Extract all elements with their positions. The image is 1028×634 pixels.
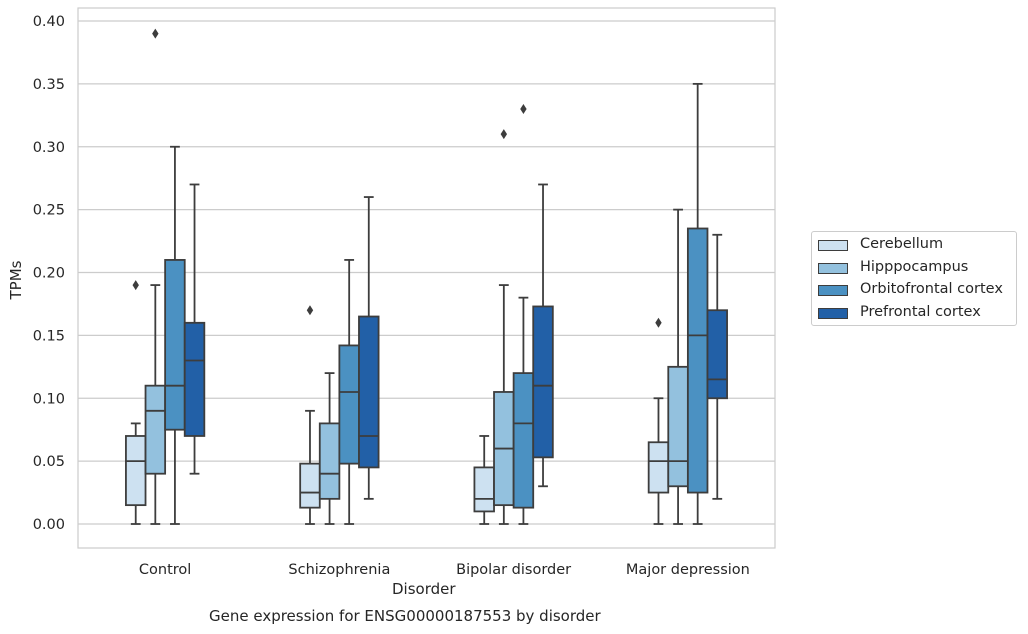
- box-group: [473, 435, 495, 525]
- legend-item-orbitofrontal-cortex: Orbitofrontal cortex: [812, 281, 1016, 304]
- box-group: [493, 129, 515, 525]
- y-tick-label: 0.00: [33, 517, 65, 533]
- legend-label: Hipppocampus: [860, 258, 969, 275]
- box-group: [686, 82, 709, 525]
- legend-swatch: [818, 307, 848, 319]
- outlier-point: [520, 104, 527, 115]
- y-tick-label: 0.15: [33, 328, 65, 344]
- x-axis-label: Disorder: [392, 580, 456, 598]
- legend-swatch: [818, 262, 848, 274]
- box-iqr: [338, 344, 360, 465]
- box-group: [125, 280, 147, 525]
- plot-area-frame: [77, 7, 776, 549]
- box-group: [358, 196, 380, 500]
- legend-label: Cerebellum: [860, 236, 944, 252]
- legend-item-prefrontal-cortex: Prefrontal cortex: [812, 304, 1016, 327]
- box-iqr: [512, 372, 535, 509]
- y-axis-ticks: 0.00 0.05 0.10 0.15 0.20 0.25 0.30 0.35 0.40: [33, 14, 65, 533]
- outlier-point: [500, 129, 508, 140]
- y-tick-label: 0.40: [33, 14, 65, 30]
- box-iqr: [144, 384, 167, 475]
- x-tick-label: Bipolar disorder: [456, 562, 571, 578]
- y-tick-label: 0.10: [33, 391, 65, 407]
- x-axis-ticks: Control Schizophrenia Bipolar disorder Majo…: [139, 562, 750, 578]
- box-group: [338, 259, 360, 525]
- outlier-point: [306, 305, 314, 316]
- box-group: [183, 183, 206, 475]
- box-group: [164, 145, 186, 525]
- box-iqr: [164, 259, 186, 431]
- y-tick-label: 0.35: [33, 77, 65, 93]
- outlier-point: [655, 317, 662, 328]
- box-iqr: [358, 315, 380, 469]
- box-iqr: [686, 227, 709, 494]
- x-tick-label: Major depression: [626, 562, 750, 578]
- box-iqr: [473, 466, 495, 513]
- outlier-point: [132, 280, 139, 291]
- box-iqr: [667, 365, 689, 488]
- legend-label: Orbitofrontal cortex: [860, 281, 1003, 298]
- box-group: [512, 104, 535, 525]
- box-group: [667, 208, 689, 525]
- boxes: [125, 28, 728, 525]
- box-iqr: [299, 462, 321, 509]
- box-iqr: [706, 309, 728, 400]
- box-group: [647, 317, 670, 525]
- x-tick-label: Control: [139, 562, 191, 578]
- box-group: [144, 28, 167, 525]
- x-tick-label: Schizophrenia: [288, 562, 390, 578]
- box-group: [318, 372, 341, 525]
- y-axis-label: TPMs: [7, 260, 25, 300]
- legend: Cerebellum Hipppocampus Orbitofrontal co…: [811, 231, 1017, 326]
- box-iqr: [647, 441, 670, 494]
- y-tick-label: 0.25: [33, 203, 65, 219]
- box-iqr: [532, 305, 554, 459]
- legend-item-cerebellum: Cerebellum: [812, 236, 1016, 259]
- legend-swatch: [818, 285, 848, 297]
- legend-label: Prefrontal cortex: [860, 303, 981, 320]
- box-group: [299, 305, 321, 525]
- outlier-point: [152, 28, 159, 39]
- box-group: [706, 233, 728, 500]
- y-tick-label: 0.05: [33, 454, 65, 470]
- y-tick-label: 0.20: [33, 266, 65, 282]
- chart-title: Gene expression for ENSG00000187553 by d…: [209, 607, 601, 625]
- legend-swatch: [818, 240, 848, 251]
- box-iqr: [125, 435, 147, 507]
- y-tick-label: 0.30: [33, 140, 65, 156]
- box-iqr: [318, 422, 341, 500]
- box-iqr: [183, 321, 206, 437]
- box-group: [532, 183, 554, 488]
- legend-item-hippocampus: Hipppocampus: [812, 259, 1016, 282]
